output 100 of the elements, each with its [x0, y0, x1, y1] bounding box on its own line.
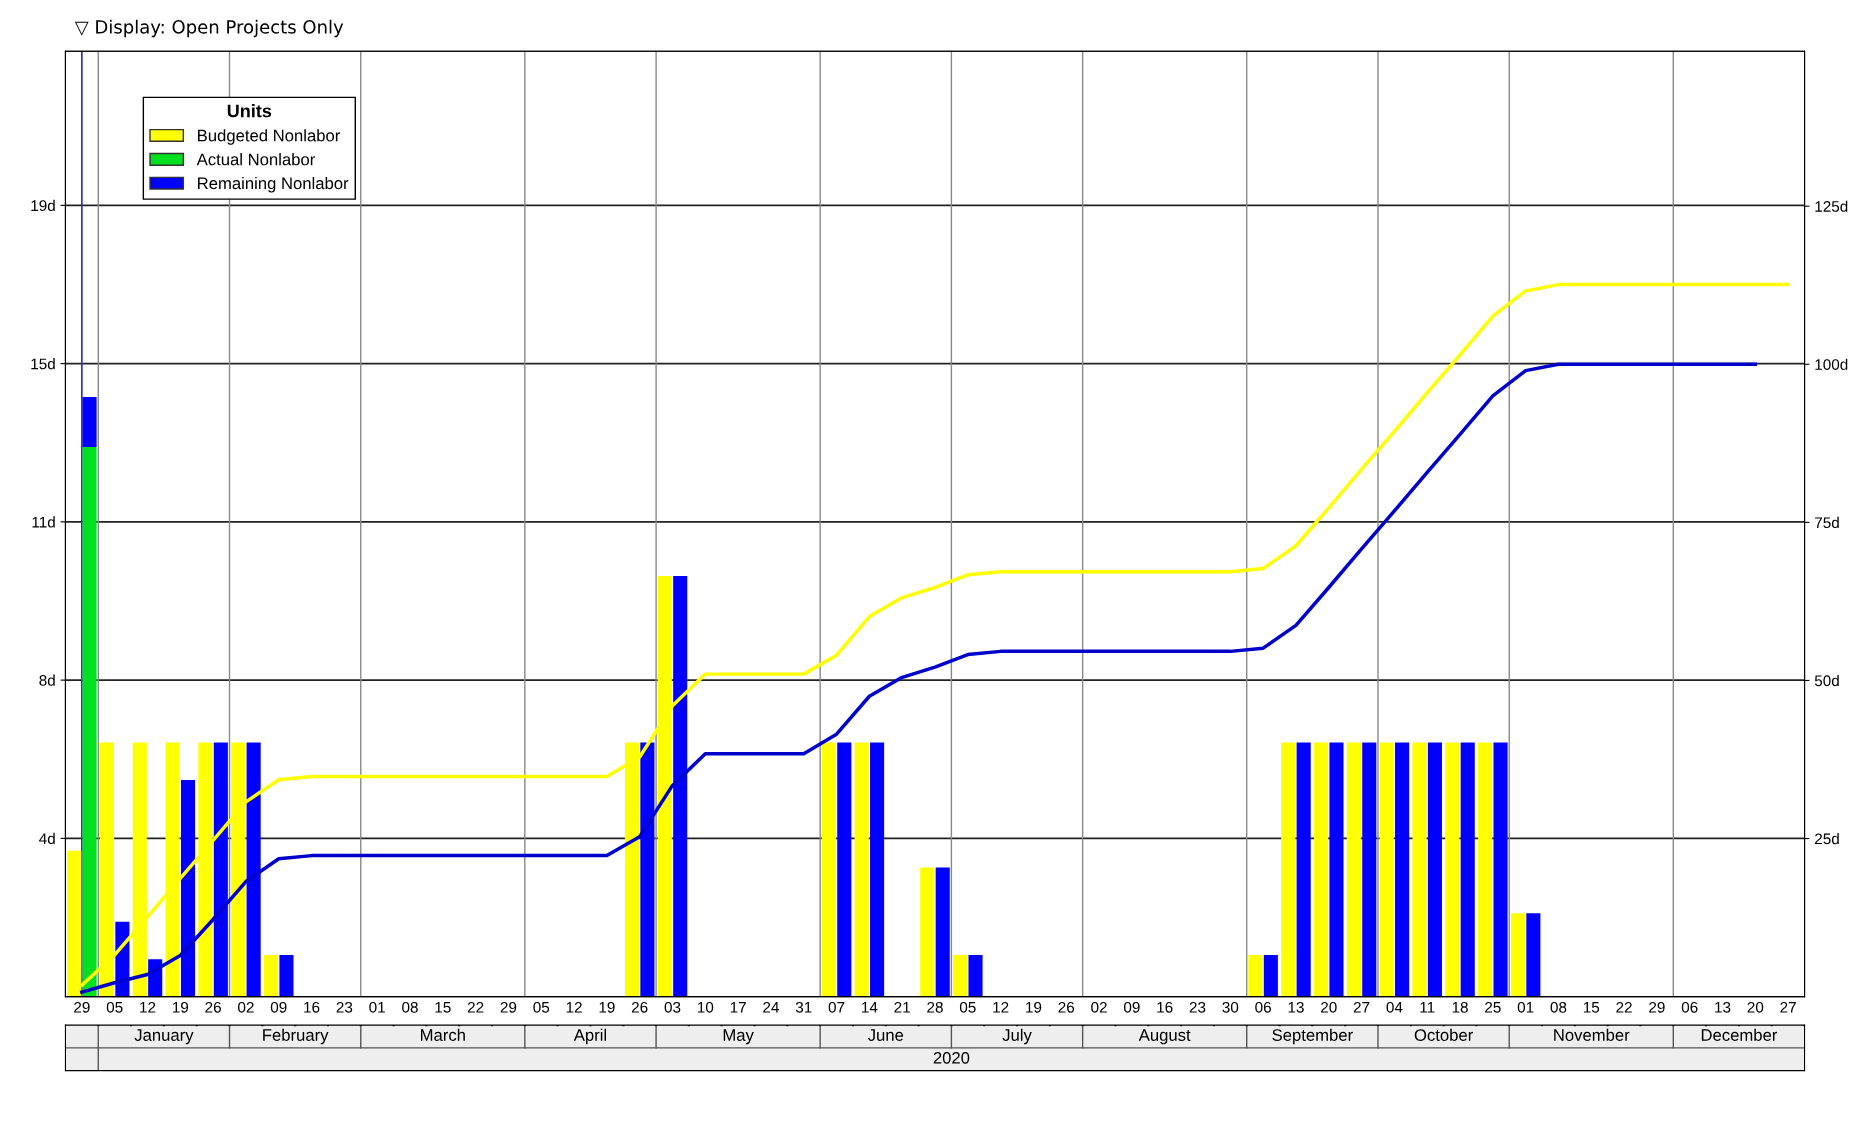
- x-tick-label: 27: [1780, 1001, 1796, 1013]
- y-tick-label: 11d: [32, 516, 55, 528]
- text: September: [1272, 1028, 1353, 1045]
- bar: [82, 396, 97, 447]
- x-tick-label: 13: [1715, 1001, 1731, 1013]
- text: 2020: [933, 1051, 970, 1064]
- text: ▽ Display: Open Projects Only: [74, 19, 344, 38]
- bar: [1296, 742, 1311, 997]
- legend-label: Budgeted Nonlabor: [198, 129, 341, 145]
- y2-tick-label: 75d: [1815, 516, 1839, 529]
- x-tick-label: 27: [1353, 1001, 1370, 1013]
- x-tick-label: 05: [533, 1001, 550, 1013]
- x-tick-label: 20: [1747, 1001, 1764, 1013]
- bar: [935, 867, 950, 997]
- x-tick-label: 07: [828, 1001, 845, 1013]
- x-tick-label: 05: [959, 1001, 976, 1013]
- x-tick-label: 23: [1189, 1001, 1206, 1013]
- x-tick-label: 16: [304, 1001, 320, 1013]
- bar: [1478, 742, 1493, 997]
- x-tick-label: 28: [927, 1001, 943, 1013]
- x-tick-label: 20: [1321, 1001, 1337, 1013]
- bar: [279, 954, 294, 997]
- bar: [263, 954, 279, 997]
- bar: [920, 867, 935, 997]
- x-tick-label: 24: [763, 1001, 779, 1013]
- bar: [213, 742, 228, 997]
- bar: [673, 576, 688, 997]
- x-tick-label: 25: [1485, 1001, 1501, 1013]
- bar: [1329, 742, 1344, 997]
- bar: [870, 742, 885, 997]
- x-tick-label: 22: [1616, 1001, 1632, 1013]
- legend-title: Units: [227, 104, 272, 118]
- x-tick-label: 31: [795, 1001, 812, 1013]
- x-tick-label: 02: [238, 1001, 254, 1013]
- bar: [1263, 954, 1278, 997]
- bar: [246, 742, 261, 997]
- bar: [1526, 913, 1541, 997]
- bar: [1379, 742, 1394, 997]
- x-tick-label: 02: [1091, 1001, 1107, 1013]
- bar: [1460, 742, 1475, 997]
- bar: [82, 446, 97, 997]
- x-tick-label: 29: [500, 1001, 517, 1013]
- x-tick-label: 26: [631, 1001, 648, 1013]
- x-tick-label: 12: [566, 1001, 582, 1013]
- x-tick-label: 21: [894, 1001, 910, 1013]
- bar: [1395, 742, 1410, 997]
- bar: [953, 954, 968, 997]
- bar: [1281, 742, 1296, 997]
- text: June: [867, 1029, 904, 1041]
- x-tick-label: 11: [1420, 1002, 1435, 1013]
- x-tick-label: 22: [467, 1001, 484, 1013]
- x-tick-label: 09: [270, 1001, 287, 1013]
- bar: [640, 742, 655, 997]
- bar: [1493, 742, 1508, 997]
- x-tick-label: 10: [697, 1001, 714, 1013]
- x-tick-label: 03: [664, 1001, 681, 1013]
- text: March: [421, 1028, 465, 1041]
- y2-tick-label: 100d: [1815, 358, 1848, 370]
- bar: [1362, 742, 1377, 997]
- x-tick-label: 29: [1649, 1001, 1665, 1013]
- x-tick-label: 01: [369, 1001, 385, 1013]
- text: November: [1554, 1028, 1630, 1041]
- text: July: [1002, 1028, 1032, 1045]
- y-tick-label: 15d: [31, 358, 55, 370]
- y2-tick-label: 50d: [1814, 674, 1839, 687]
- x-tick-label: 19: [172, 1001, 189, 1013]
- bar: [1313, 742, 1329, 997]
- bar: [854, 742, 869, 997]
- x-tick-label: 09: [1123, 1001, 1140, 1013]
- bar: [1346, 742, 1361, 997]
- bar: [1445, 742, 1460, 997]
- x-tick-label: 15: [435, 1002, 451, 1013]
- x-tick-label: 30: [1222, 1001, 1239, 1013]
- x-tick-label: 26: [205, 1001, 221, 1013]
- legend-label: Remaining Nonlabor: [198, 176, 349, 193]
- x-tick-label: 14: [862, 1002, 878, 1013]
- x-tick-label: 05: [106, 1001, 123, 1013]
- x-tick-label: 12: [140, 1001, 156, 1013]
- x-tick-label: 12: [993, 1001, 1009, 1013]
- y2-tick-label: 25d: [1815, 833, 1839, 845]
- legend-label: Actual Nonlabor: [196, 153, 315, 166]
- bar: [1248, 954, 1263, 997]
- x-tick-label: 19: [599, 1001, 615, 1013]
- x-tick-label: 18: [1452, 1001, 1468, 1013]
- bar: [1412, 742, 1427, 997]
- x-tick-label: 08: [1550, 1001, 1567, 1013]
- x-tick-label: 19: [1026, 1001, 1042, 1013]
- y-tick-label: 4d: [39, 832, 55, 845]
- x-tick-label: 06: [1681, 1001, 1698, 1013]
- x-tick-label: 26: [1058, 1001, 1075, 1013]
- text: February: [263, 1028, 329, 1045]
- y-tick-label: 19d: [31, 199, 55, 212]
- y2-tick-label: 125d: [1815, 200, 1848, 212]
- x-tick-label: 29: [74, 1001, 90, 1013]
- x-tick-label: 23: [336, 1001, 353, 1013]
- text: May: [723, 1029, 754, 1045]
- bar: [821, 742, 836, 997]
- bar: [180, 780, 196, 997]
- text: October: [1414, 1028, 1473, 1041]
- text: April: [573, 1028, 607, 1045]
